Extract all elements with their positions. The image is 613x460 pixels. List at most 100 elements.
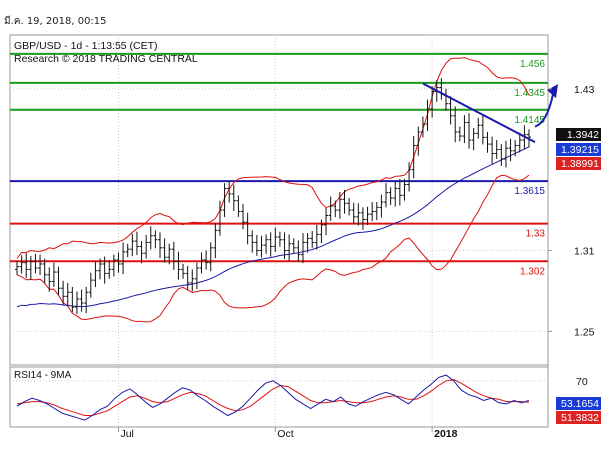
price-tag-label: 1.39215 [561, 144, 599, 156]
candle [181, 263, 186, 279]
candle [148, 226, 153, 250]
x-tick-label: Oct [277, 428, 293, 440]
candle [448, 96, 453, 125]
chart-header-bar: มี.ค. 19, 2018, 00:15 [0, 0, 613, 30]
price-tag-box [556, 128, 601, 141]
level-label: 1.302 [520, 266, 545, 277]
candle [98, 258, 103, 280]
candle [264, 234, 269, 254]
bollinger-upper [16, 57, 530, 259]
candle [190, 269, 195, 292]
candle [333, 200, 338, 218]
candle [425, 99, 430, 131]
rsi-tag-label: 53.1654 [561, 398, 599, 410]
candle [300, 233, 305, 264]
rsi-panel-frame [9, 366, 549, 428]
rsi-tag-box [556, 411, 601, 424]
rsi-label: RSI14 - 9MA [14, 370, 72, 381]
candle [342, 189, 347, 214]
axis-labels: 1.43 1.31 1.25 Jul Oct 2018 [117, 84, 595, 440]
target-arrow-head [547, 84, 558, 99]
rsi-indicator: 70 53.1654 51.3832 [10, 374, 601, 424]
candle [28, 255, 33, 280]
candle [236, 195, 241, 217]
candle [56, 266, 61, 296]
trend-overlay [422, 82, 558, 143]
candle [51, 262, 56, 287]
candle [503, 140, 508, 168]
candle [453, 106, 458, 143]
candle [153, 230, 158, 249]
candle [351, 202, 356, 224]
candle [15, 261, 19, 275]
candle [319, 219, 324, 243]
candle [397, 179, 402, 206]
candle [407, 162, 412, 192]
candle [513, 140, 518, 157]
candle [93, 261, 98, 288]
rsi-line [16, 374, 530, 421]
level-label: 1.456 [520, 59, 545, 70]
candle [365, 206, 370, 225]
rsi-ma-line [16, 379, 530, 416]
candle [139, 241, 144, 264]
candle [254, 235, 259, 256]
y-tick-label: 1.25 [574, 326, 595, 338]
candle [402, 179, 407, 201]
candle [517, 132, 522, 153]
main-panel-frame [9, 34, 549, 366]
level-label: 1.33 [526, 229, 546, 240]
candle [277, 231, 282, 247]
candle [457, 126, 462, 142]
candle [171, 241, 176, 270]
candle [167, 243, 172, 265]
symbol-label: GBP/USD - 1d - 1:13:55 (CET) [14, 40, 158, 52]
candle [47, 267, 52, 292]
candlesticks [15, 78, 531, 315]
level-label: 1.4345 [514, 88, 545, 99]
candle [33, 253, 38, 274]
candle [467, 113, 472, 149]
candle [420, 116, 425, 138]
candle [471, 127, 476, 151]
candle [176, 251, 181, 280]
candle [393, 181, 398, 207]
y-tick-label: 1.31 [574, 246, 595, 258]
price-tag-label: 1.3942 [567, 129, 599, 141]
candle [208, 242, 213, 272]
candle [268, 232, 273, 257]
candle [61, 280, 66, 305]
candle [388, 187, 393, 205]
candle [79, 289, 84, 312]
candle [485, 131, 490, 153]
candle [121, 242, 126, 275]
price-tag-box [556, 143, 601, 156]
price-tag-box [556, 157, 601, 170]
candle [490, 136, 495, 164]
timestamp-label: มี.ค. 19, 2018, 00:15 [4, 16, 107, 27]
research-label: Research © 2018 TRADING CENTRAL [14, 53, 198, 65]
candle [38, 254, 43, 276]
candle [194, 262, 199, 290]
rsi-tick-label: 70 [576, 376, 588, 388]
candle [65, 282, 70, 307]
candle [282, 232, 287, 260]
candle [384, 183, 389, 208]
candle [199, 252, 204, 274]
candle [356, 203, 361, 226]
target-arrow-shaft [534, 93, 554, 128]
candle [347, 197, 352, 216]
candle [42, 258, 47, 284]
candle [305, 233, 310, 253]
bollinger-lower [16, 174, 530, 323]
candle [337, 191, 342, 219]
candle [462, 115, 467, 144]
candle [360, 207, 365, 230]
candle [157, 232, 162, 259]
candle [296, 240, 301, 262]
candle [370, 202, 375, 222]
candle [324, 208, 329, 236]
candle [134, 231, 139, 256]
candle [430, 86, 435, 118]
candle [259, 235, 264, 258]
